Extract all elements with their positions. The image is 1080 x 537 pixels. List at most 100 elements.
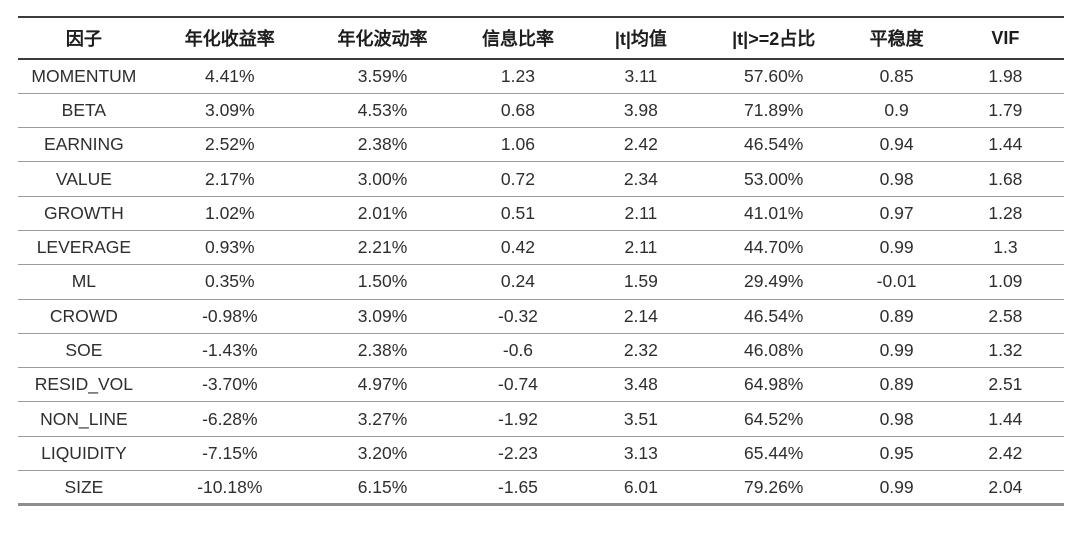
value-cell: 2.34 xyxy=(623,168,658,189)
value-cell: 46.08% xyxy=(744,340,804,361)
value-cell: 2.58 xyxy=(988,305,1023,326)
value-cell: 71.89% xyxy=(744,99,804,120)
value-cell: 0.72 xyxy=(500,168,535,189)
value-cell: 1.28 xyxy=(988,202,1023,223)
value-cell: 0.93% xyxy=(204,237,255,258)
value-cell: -7.15% xyxy=(202,442,258,463)
value-cell: 2.17% xyxy=(204,168,255,189)
value-cell: 1.44 xyxy=(988,134,1023,155)
column-header: 年化收益率 xyxy=(184,29,275,49)
value-cell: 0.35% xyxy=(204,271,255,292)
value-cell: 3.51 xyxy=(623,408,658,429)
value-cell: 3.98 xyxy=(623,99,658,120)
column-header: 平稳度 xyxy=(869,29,924,49)
value-cell: 3.13 xyxy=(623,442,658,463)
value-cell: 0.98 xyxy=(879,408,914,429)
column-header: VIF xyxy=(991,27,1020,48)
value-cell: 0.95 xyxy=(879,442,914,463)
table-row: LEVERAGE 0.93% 2.21% 0.42 2.11 44.70% 0.99 1.3 xyxy=(18,230,1064,265)
value-cell: 2.42 xyxy=(623,134,658,155)
value-cell: 64.52% xyxy=(744,408,804,429)
factor-name-cell: GROWTH xyxy=(44,202,124,223)
value-cell: 4.41% xyxy=(204,65,255,86)
value-cell: 46.54% xyxy=(744,134,804,155)
factor-name-cell: VALUE xyxy=(55,168,112,189)
value-cell: -0.32 xyxy=(498,305,538,326)
value-cell: -0.6 xyxy=(502,340,534,361)
factor-name-cell: EARNING xyxy=(44,134,124,155)
value-cell: 1.79 xyxy=(988,99,1023,120)
table-row: BETA 3.09% 4.53% 0.68 3.98 71.89% 0.9 1.79 xyxy=(18,93,1064,128)
table-row: ML 0.35% 1.50% 0.24 1.59 29.49% -0.01 1.09 xyxy=(18,265,1064,300)
value-cell: 0.42 xyxy=(500,237,535,258)
value-cell: 6.01 xyxy=(623,476,658,497)
value-cell: 2.51 xyxy=(988,374,1023,395)
column-header: 年化波动率 xyxy=(337,29,428,49)
value-cell: -2.23 xyxy=(498,442,538,463)
table-row: EARNING 2.52% 2.38% 1.06 2.42 46.54% 0.94 1.44 xyxy=(18,128,1064,162)
value-cell: 46.54% xyxy=(744,305,804,326)
value-cell: 2.14 xyxy=(623,305,658,326)
value-cell: 41.01% xyxy=(744,202,804,223)
value-cell: 0.89 xyxy=(879,305,914,326)
value-cell: 3.00% xyxy=(357,168,408,189)
table-row: VALUE 2.17% 3.00% 0.72 2.34 53.00% 0.98 1.68 xyxy=(18,162,1064,197)
value-cell: 2.04 xyxy=(988,476,1023,497)
value-cell: 2.38% xyxy=(357,340,408,361)
value-cell: 2.38% xyxy=(357,134,408,155)
factor-stats-table-container: 因子 年化收益率 年化波动率 信息比率 |t|均值 |t|>=2占比 平稳度 VIF MOME… xyxy=(18,16,1064,506)
factor-name-cell: ML xyxy=(71,271,97,292)
value-cell: 1.06 xyxy=(500,134,535,155)
column-header: 信息比率 xyxy=(481,29,554,49)
value-cell: 44.70% xyxy=(744,237,804,258)
value-cell: 65.44% xyxy=(744,442,804,463)
value-cell: 4.53% xyxy=(357,99,408,120)
value-cell: 0.85 xyxy=(879,65,914,86)
table-row: SOE -1.43% 2.38% -0.6 2.32 46.08% 0.99 1.32 xyxy=(18,333,1064,368)
value-cell: -0.74 xyxy=(498,374,538,395)
value-cell: 3.11 xyxy=(624,65,658,86)
value-cell: 1.59 xyxy=(623,271,658,292)
value-cell: 3.09% xyxy=(204,99,255,120)
value-cell: 3.59% xyxy=(357,65,408,86)
value-cell: 2.52% xyxy=(204,134,255,155)
value-cell: -1.92 xyxy=(498,408,538,429)
table-header: 因子 年化收益率 年化波动率 信息比率 |t|均值 |t|>=2占比 平稳度 VIF xyxy=(18,17,1064,59)
value-cell: 53.00% xyxy=(744,168,804,189)
value-cell: 0.99 xyxy=(879,476,914,497)
table-row: SIZE -10.18% 6.15% -1.65 6.01 79.26% 0.99 2.04 xyxy=(18,471,1064,505)
value-cell: 6.15% xyxy=(357,476,408,497)
value-cell: 2.11 xyxy=(624,202,658,223)
value-cell: 2.11 xyxy=(624,237,658,258)
value-cell: 0.97 xyxy=(879,202,914,223)
value-cell: -3.70% xyxy=(202,374,258,395)
table-row: MOMENTUM 4.41% 3.59% 1.23 3.11 57.60% 0.85 1.98 xyxy=(18,59,1064,94)
value-cell: -0.98% xyxy=(202,305,258,326)
value-cell: 0.24 xyxy=(500,271,535,292)
value-cell: 3.27% xyxy=(357,408,408,429)
column-header: 因子 xyxy=(65,29,102,49)
factor-name-cell: BETA xyxy=(61,99,107,120)
factor-name-cell: NON_LINE xyxy=(40,408,128,429)
value-cell: 3.20% xyxy=(357,442,408,463)
value-cell: 3.48 xyxy=(623,374,658,395)
factor-name-cell: LIQUIDITY xyxy=(41,442,127,463)
value-cell: 1.98 xyxy=(988,65,1023,86)
value-cell: 64.98% xyxy=(744,374,804,395)
column-header: |t|均值 xyxy=(614,29,667,49)
value-cell: 57.60% xyxy=(744,65,804,86)
factor-name-cell: RESID_VOL xyxy=(34,374,133,395)
value-cell: -6.28% xyxy=(202,408,258,429)
column-header: |t|>=2占比 xyxy=(732,29,816,49)
value-cell: -1.43% xyxy=(202,340,258,361)
value-cell: 1.3 xyxy=(993,237,1018,258)
value-cell: 1.23 xyxy=(500,65,535,86)
value-cell: 2.01% xyxy=(357,202,408,223)
value-cell: 1.44 xyxy=(988,408,1023,429)
value-cell: 1.09 xyxy=(988,271,1023,292)
factor-name-cell: MOMENTUM xyxy=(31,65,137,86)
factor-name-cell: SIZE xyxy=(64,476,104,497)
table-row: GROWTH 1.02% 2.01% 0.51 2.11 41.01% 0.97 1.28 xyxy=(18,196,1064,231)
value-cell: 79.26% xyxy=(744,476,804,497)
value-cell: 29.49% xyxy=(744,271,804,292)
